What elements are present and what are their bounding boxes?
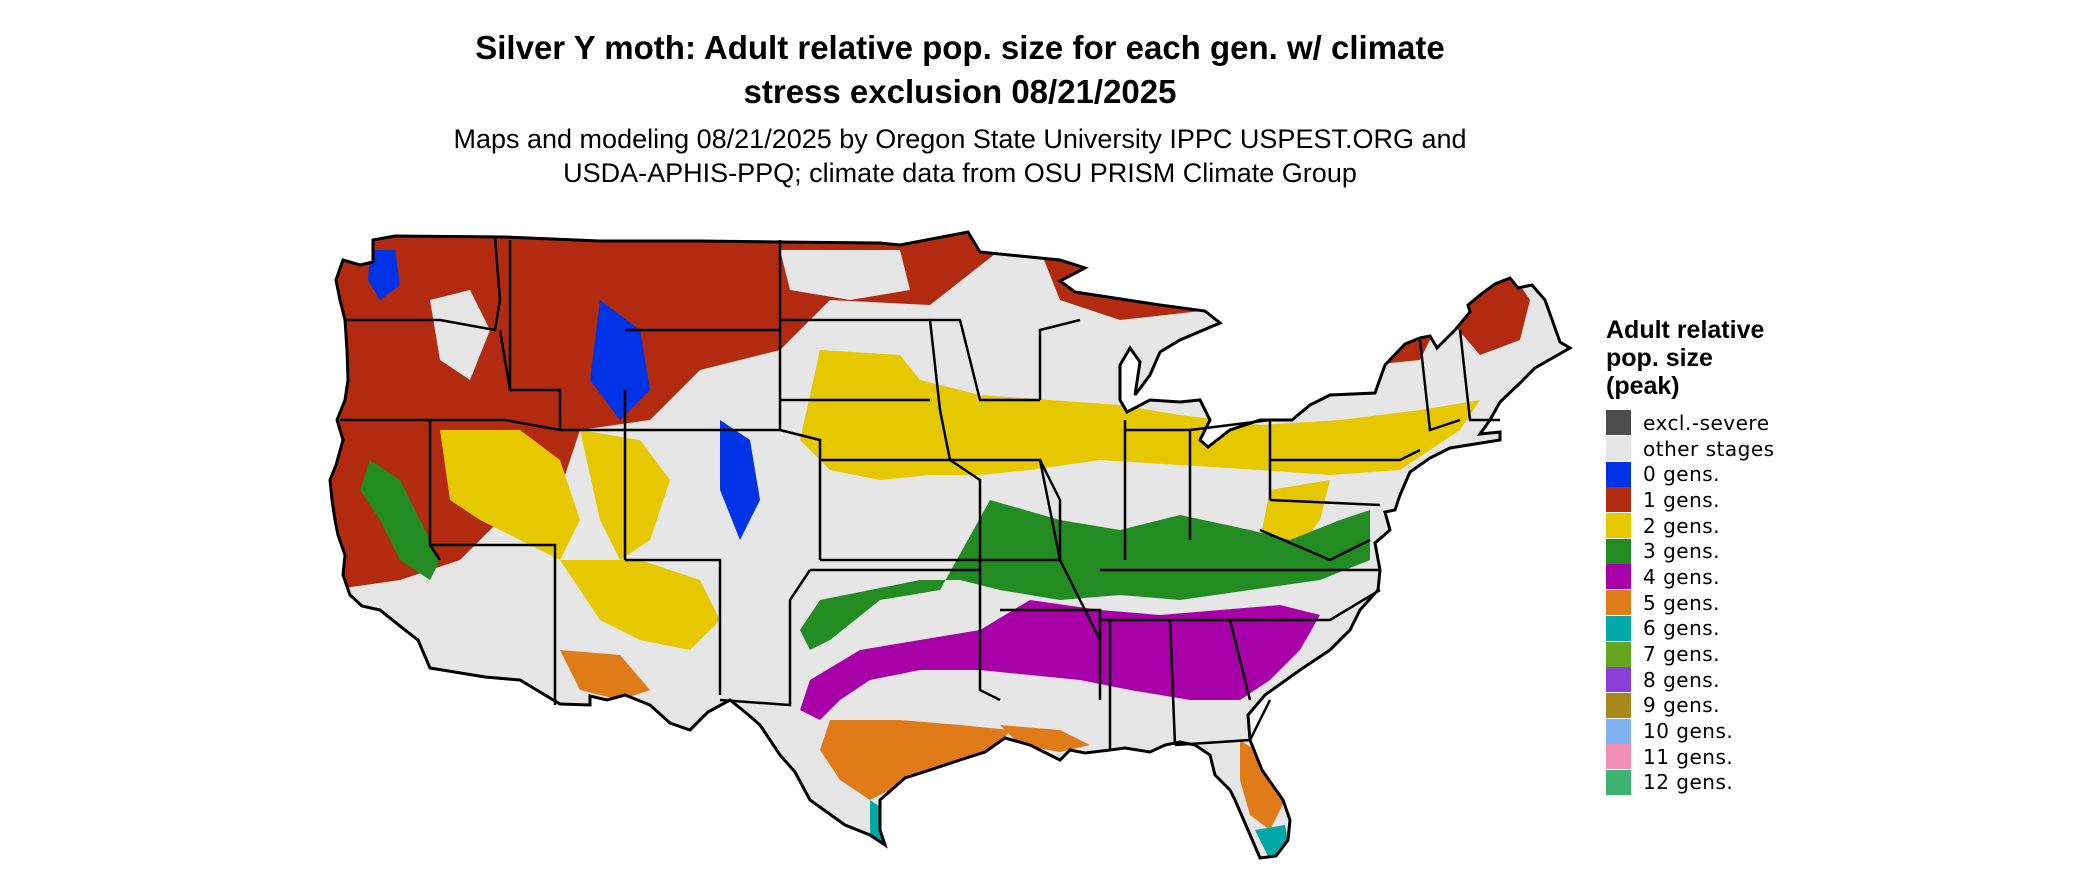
zone-0-gen-colorado (720, 420, 760, 540)
legend-swatch (1606, 692, 1631, 718)
legend-item: 4 gens. (1606, 564, 1906, 590)
boundary-ga (1228, 619, 1252, 701)
legend-swatch (1606, 641, 1631, 667)
legend-item: 10 gens. (1606, 718, 1906, 744)
legend-label: other stages (1643, 436, 1775, 461)
legend-label: 11 gens. (1643, 744, 1734, 769)
zone-2-gen-central (800, 350, 1480, 480)
legend-label: 9 gens. (1643, 693, 1721, 718)
legend-item: 11 gens. (1606, 744, 1906, 770)
legend-label: 12 gens. (1643, 770, 1734, 795)
map-title: Silver Y moth: Adult relative pop. size … (300, 26, 1620, 114)
legend-item: 6 gens. (1606, 615, 1906, 642)
boundary-dakotas (780, 318, 952, 461)
boundary-ar (1000, 608, 1102, 700)
legend-item: 0 gens. (1606, 461, 1906, 487)
legend-label: 0 gens. (1643, 462, 1721, 487)
legend: Adult relative pop. size (peak) excl.-se… (1606, 316, 1906, 795)
legend-item: other stages (1606, 436, 1906, 462)
boundary-ia (950, 458, 1062, 560)
legend-swatch (1606, 744, 1631, 770)
legend-item: excl.-severe (1606, 410, 1906, 436)
legend-label: 1 gens. (1643, 487, 1721, 512)
boundary-id-south (498, 329, 562, 430)
legend-item: 3 gens. (1606, 538, 1906, 564)
legend-swatch (1606, 769, 1631, 795)
legend-label: 4 gens. (1643, 564, 1721, 589)
zone-3-gen-california-valley (360, 460, 440, 580)
zone-other-stages-nw (430, 290, 490, 380)
legend-item: 12 gens. (1606, 769, 1906, 796)
boundary-ny-vt (1418, 339, 1461, 432)
zone-5-gen-texas-gulf (820, 720, 1010, 800)
legend-label: 5 gens. (1643, 590, 1721, 615)
boundary-pa-md (1269, 498, 1381, 507)
zone-other-stages-nd (780, 250, 910, 300)
map-subtitle-line-1: Maps and modeling 08/21/2025 by Oregon S… (453, 124, 1467, 154)
legend-label: 3 gens. (1643, 539, 1721, 564)
legend-swatch (1606, 590, 1631, 616)
state-boundaries (340, 236, 1500, 750)
legend-item: 8 gens. (1606, 667, 1906, 693)
legend-label: 6 gens. (1643, 616, 1721, 641)
boundary-oh-pa (1189, 418, 1272, 500)
zone-4-gen-southeast (800, 600, 1320, 720)
boundary-mo-il (1038, 459, 1102, 641)
legend-swatch (1606, 564, 1631, 590)
boundary-or-id (345, 236, 502, 332)
boundary-ut (430, 418, 627, 560)
zone-5-gen-arizona (560, 650, 650, 700)
boundary-al (1168, 619, 1177, 746)
zone-2-gen-southwest-plateau (560, 560, 720, 650)
legend-swatch (1606, 615, 1631, 641)
legend-title-line-2: pop. size (1606, 344, 1713, 372)
map-title-line-1: Silver Y moth: Adult relative pop. size … (475, 29, 1445, 66)
boundary-wv-va (1259, 528, 1371, 562)
legend-item: 2 gens. (1606, 513, 1906, 539)
boundary-wi (1038, 318, 1081, 400)
map-subtitle-line-2: USDA-APHIS-PPQ; climate data from OSU PR… (563, 158, 1357, 188)
map-title-line-2: stress exclusion 08/21/2025 (743, 73, 1177, 110)
zone-3-gen-mid-south (800, 500, 1370, 650)
legend-item: 9 gens. (1606, 692, 1906, 719)
legend-label: 2 gens. (1643, 513, 1721, 538)
boundary-ks-ok (820, 558, 1001, 702)
boundary-fl-north (1174, 699, 1272, 747)
boundary-pa-ny (1270, 448, 1421, 462)
boundary-tn-south (1100, 588, 1381, 622)
legend-swatch (1606, 461, 1631, 487)
zone-2-gen-great-basin (440, 430, 580, 560)
legend-item: 1 gens. (1606, 487, 1906, 513)
legend-label: 7 gens. (1643, 642, 1721, 667)
legend-title: Adult relative pop. size (peak) (1606, 316, 1906, 400)
legend-swatch (1606, 718, 1631, 744)
boundary-mn (930, 318, 1040, 402)
legend-item: 5 gens. (1606, 590, 1906, 616)
legend-swatch (1606, 487, 1631, 513)
boundary-nv-ca (428, 544, 442, 561)
legend-items: excl.-severe other stages 0 gens. 1 gens. 2 … (1606, 410, 1906, 795)
boundary-nh-ma (1458, 329, 1500, 422)
legend-item: 7 gens. (1606, 641, 1906, 667)
legend-swatch (1606, 436, 1631, 462)
zone-0-gen-cascades (368, 250, 400, 300)
boundary-nm-co (625, 558, 722, 695)
legend-swatch (1606, 410, 1631, 436)
legend-swatch (1606, 538, 1631, 564)
boundary-ne-ks (820, 458, 982, 560)
zone-5-gen-florida (1240, 740, 1285, 830)
legend-label: 10 gens. (1643, 719, 1734, 744)
legend-label: 8 gens. (1643, 667, 1721, 692)
legend-swatch (1606, 667, 1631, 693)
legend-title-line-3: (peak) (1606, 372, 1680, 400)
legend-label: excl.-severe (1643, 410, 1770, 435)
legend-title-line-1: Adult relative (1606, 316, 1765, 344)
boundary-tx-nm (719, 569, 812, 707)
legend-swatch (1606, 513, 1631, 539)
map-subtitle: Maps and modeling 08/21/2025 by Oregon S… (300, 122, 1620, 190)
